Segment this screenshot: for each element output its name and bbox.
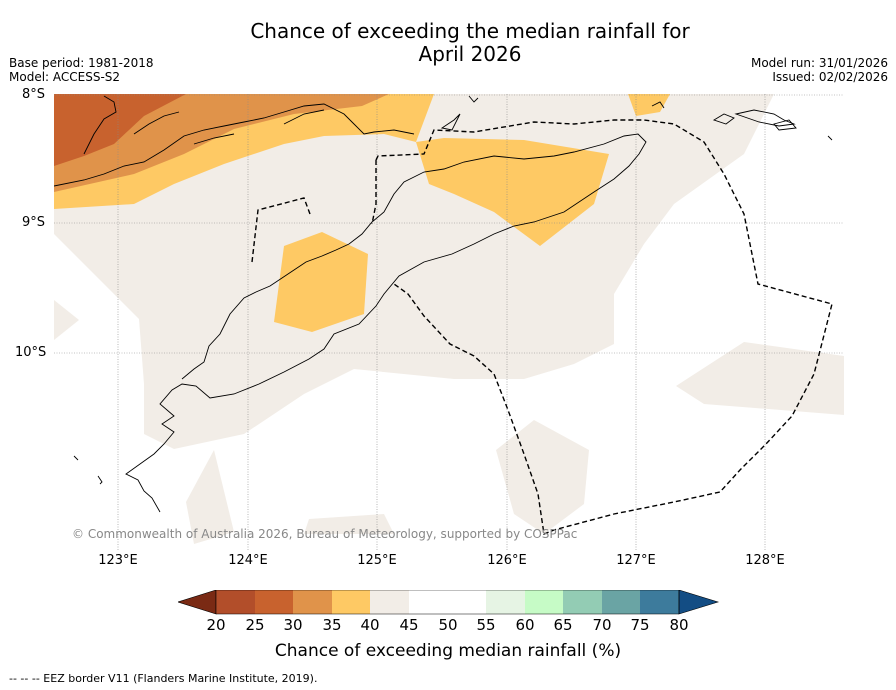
coastlines <box>54 95 833 513</box>
small-island-2 <box>734 109 796 127</box>
colorbar-bin-50-55 <box>448 590 486 614</box>
rainfall-map <box>54 94 844 550</box>
small-island-4 <box>440 113 461 131</box>
model-name: Model: ACCESS-S2 <box>9 70 121 84</box>
colorbar-bin-25-30 <box>255 590 293 614</box>
colorbar-bin-35-40 <box>332 590 370 614</box>
colorbar-tick-65: 65 <box>553 616 573 634</box>
lat-label-9s: 9°S <box>22 215 46 230</box>
region-40-45-southwest <box>186 450 234 544</box>
region-35-40-central <box>416 138 609 246</box>
colorbar-tick-35: 35 <box>322 616 342 634</box>
map-title: Chance of exceeding the median rainfall … <box>0 20 896 66</box>
colorbar-tick-60: 60 <box>515 616 535 634</box>
copyright-notice: © Commonwealth of Australia 2026, Bureau… <box>72 527 578 541</box>
lon-label-128e: 128°E <box>745 553 785 568</box>
colorbar-tick-25: 25 <box>245 616 265 634</box>
small-island-3 <box>773 119 797 131</box>
issued-date: Issued: 02/02/2026 <box>772 70 888 84</box>
region-35-40-west <box>274 232 368 332</box>
region-40-45-south <box>496 420 589 534</box>
region-35-40-northeast <box>628 94 670 116</box>
small-island-7 <box>73 455 79 461</box>
colorbar-bin-45-50 <box>409 590 448 614</box>
colorbar-extend-high <box>678 590 720 615</box>
colorbar-bin-65-70 <box>563 590 602 614</box>
colorbar-dividers <box>215 590 680 615</box>
base-period: Base period: 1981-2018 <box>9 56 154 70</box>
model-run: Model run: 31/01/2026 <box>750 56 888 70</box>
colorbar-tick-45: 45 <box>399 616 419 634</box>
small-island-8 <box>97 475 103 485</box>
colorbar-tick-75: 75 <box>630 616 650 634</box>
colorbar-bin-75-80 <box>640 590 679 614</box>
title-line-1: Chance of exceeding the median rainfall … <box>250 19 690 43</box>
colorbar-bin-40-45 <box>370 590 409 614</box>
colorbar-tick-50: 50 <box>438 616 458 634</box>
lon-label-127e: 127°E <box>616 553 656 568</box>
eez-border <box>251 119 833 535</box>
colorbar-label: Chance of exceeding median rainfall (%) <box>274 641 622 661</box>
colorbar-bin-30-35 <box>293 590 332 614</box>
colorbar-bin-70-75 <box>602 590 640 614</box>
title-line-2: April 2026 <box>418 42 522 66</box>
colorbar-tick-40: 40 <box>360 616 380 634</box>
small-island-5 <box>468 95 479 103</box>
colorbar-tick-80: 80 <box>669 616 689 634</box>
colorbar-bin-20-25 <box>216 590 255 614</box>
eez-border-north <box>371 160 377 225</box>
lon-label-126e: 126°E <box>487 553 527 568</box>
graticule <box>54 94 844 550</box>
lon-label-125e: 125°E <box>357 553 397 568</box>
colorbar-bin-55-60 <box>486 590 525 614</box>
region-40-45-bottom <box>304 514 394 534</box>
flores-coastline <box>54 103 415 187</box>
lat-label-10s: 10°S <box>15 345 47 360</box>
meta-right: Model run: 31/01/2026 Issued: 02/02/2026 <box>751 56 888 84</box>
lat-label-8s: 8°S <box>22 87 46 102</box>
region-40-45-islet-west <box>54 300 79 340</box>
timor-coastline <box>125 133 647 513</box>
colorbar-bin-60-65 <box>525 590 563 614</box>
eez-note: -- -- -- EEZ border V11 (Flanders Marine… <box>9 672 318 685</box>
meta-left: Base period: 1981-2018 Model: ACCESS-S2 <box>9 56 154 84</box>
colorbar-tick-20: 20 <box>206 616 226 634</box>
colorbar-tick-55: 55 <box>476 616 496 634</box>
lon-label-123e: 123°E <box>98 553 138 568</box>
colorbar-tick-30: 30 <box>283 616 303 634</box>
small-island-6 <box>651 101 665 109</box>
small-island-9 <box>827 135 833 141</box>
lon-label-124e: 124°E <box>228 553 268 568</box>
colorbar <box>178 590 720 615</box>
colorbar-tick-70: 70 <box>592 616 612 634</box>
colorbar-extend-low <box>178 590 217 615</box>
small-island-1 <box>712 113 735 125</box>
north-islands-coastline <box>83 95 325 155</box>
